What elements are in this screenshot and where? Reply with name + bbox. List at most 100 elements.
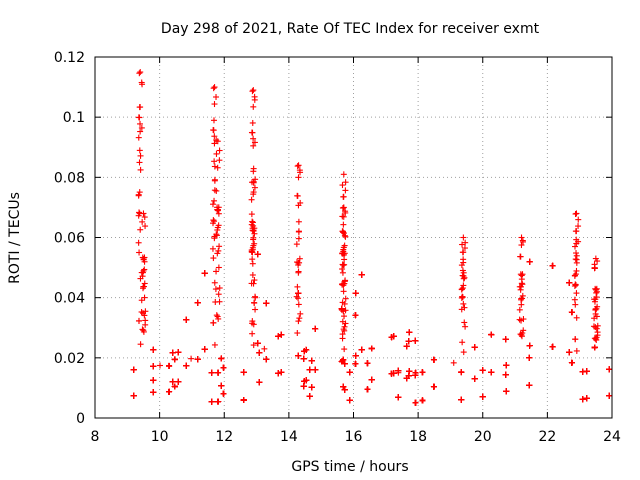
data-point: [458, 286, 465, 293]
data-point: [340, 171, 347, 178]
data-point: [458, 396, 465, 403]
data-point: [338, 307, 345, 314]
y-tick-label: 0.1: [63, 110, 85, 126]
data-point: [209, 245, 216, 252]
data-point: [215, 264, 222, 271]
data-point: [249, 88, 256, 95]
data-point: [460, 234, 467, 241]
data-point: [188, 355, 195, 362]
data-point: [136, 114, 143, 121]
data-point: [579, 368, 586, 375]
data-point: [150, 377, 157, 384]
data-point: [419, 397, 426, 404]
data-point: [295, 318, 302, 325]
data-point: [364, 360, 371, 367]
data-point: [516, 316, 523, 323]
y-tick-label: 0.06: [54, 231, 85, 247]
data-point: [606, 392, 613, 399]
data-point: [572, 281, 579, 288]
axis-ticks: 8 10 12 14 16 18 20 22 24 0 0.02 0.04 0.06 0.08 0.1 0.1…: [54, 50, 621, 445]
data-point: [295, 301, 302, 308]
data-point: [403, 375, 410, 382]
data-point: [211, 197, 218, 204]
data-point: [211, 176, 218, 183]
data-point: [297, 310, 304, 317]
data-point: [518, 295, 525, 302]
data-point: [137, 104, 144, 111]
data-point: [214, 164, 221, 171]
data-point: [312, 366, 319, 373]
data-point: [254, 340, 261, 347]
data-point: [583, 368, 590, 375]
data-point: [460, 349, 467, 356]
data-point: [211, 84, 218, 91]
data-point: [211, 101, 218, 108]
data-point: [137, 69, 144, 76]
data-points: [130, 69, 613, 406]
data-point: [341, 346, 348, 353]
data-point: [340, 213, 347, 220]
data-point: [346, 397, 353, 404]
data-point: [213, 150, 220, 157]
data-point: [503, 388, 510, 395]
data-point: [213, 187, 220, 194]
data-point: [306, 393, 313, 400]
data-point: [215, 291, 222, 298]
data-point: [502, 336, 509, 343]
data-point: [406, 329, 413, 336]
data-point: [388, 370, 395, 377]
data-point: [460, 300, 467, 307]
data-point: [573, 256, 580, 263]
data-point: [340, 288, 347, 295]
data-point: [573, 290, 580, 297]
data-point: [215, 398, 222, 405]
data-point: [175, 349, 182, 356]
y-axis-label: ROTI / TECUs: [7, 192, 23, 284]
data-point: [593, 289, 600, 296]
data-point: [566, 349, 573, 356]
x-tick-label: 12: [215, 429, 233, 445]
data-point: [339, 335, 346, 342]
data-point: [368, 345, 375, 352]
data-point: [568, 359, 575, 366]
data-point: [166, 362, 173, 369]
data-point: [220, 364, 227, 371]
data-point: [263, 300, 270, 307]
data-point: [216, 157, 223, 164]
data-point: [296, 315, 303, 322]
data-point: [296, 255, 303, 262]
x-tick-label: 14: [280, 429, 298, 445]
data-point: [249, 218, 256, 225]
data-point: [201, 346, 208, 353]
data-point: [210, 255, 217, 262]
data-point: [294, 283, 301, 290]
data-point: [526, 258, 533, 265]
data-point: [295, 235, 302, 242]
x-tick-label: 16: [345, 429, 363, 445]
data-point: [342, 187, 349, 194]
data-point: [352, 360, 359, 367]
data-point: [450, 359, 457, 366]
data-point: [250, 168, 257, 175]
data-point: [136, 147, 143, 154]
data-point: [275, 370, 282, 377]
data-point: [461, 319, 468, 326]
data-point: [142, 321, 149, 328]
data-point: [395, 394, 402, 401]
data-point: [460, 256, 467, 263]
data-point: [471, 344, 478, 351]
data-point: [342, 295, 349, 302]
data-point: [216, 285, 223, 292]
data-point: [135, 239, 142, 246]
data-point: [308, 384, 315, 391]
data-point: [130, 366, 137, 373]
x-tick-label: 20: [474, 429, 492, 445]
data-point: [479, 367, 486, 374]
data-point: [571, 296, 578, 303]
data-point: [183, 362, 190, 369]
data-point: [358, 271, 365, 278]
data-point: [252, 306, 259, 313]
data-point: [136, 209, 143, 216]
data-point: [295, 268, 302, 275]
data-point: [201, 270, 208, 277]
